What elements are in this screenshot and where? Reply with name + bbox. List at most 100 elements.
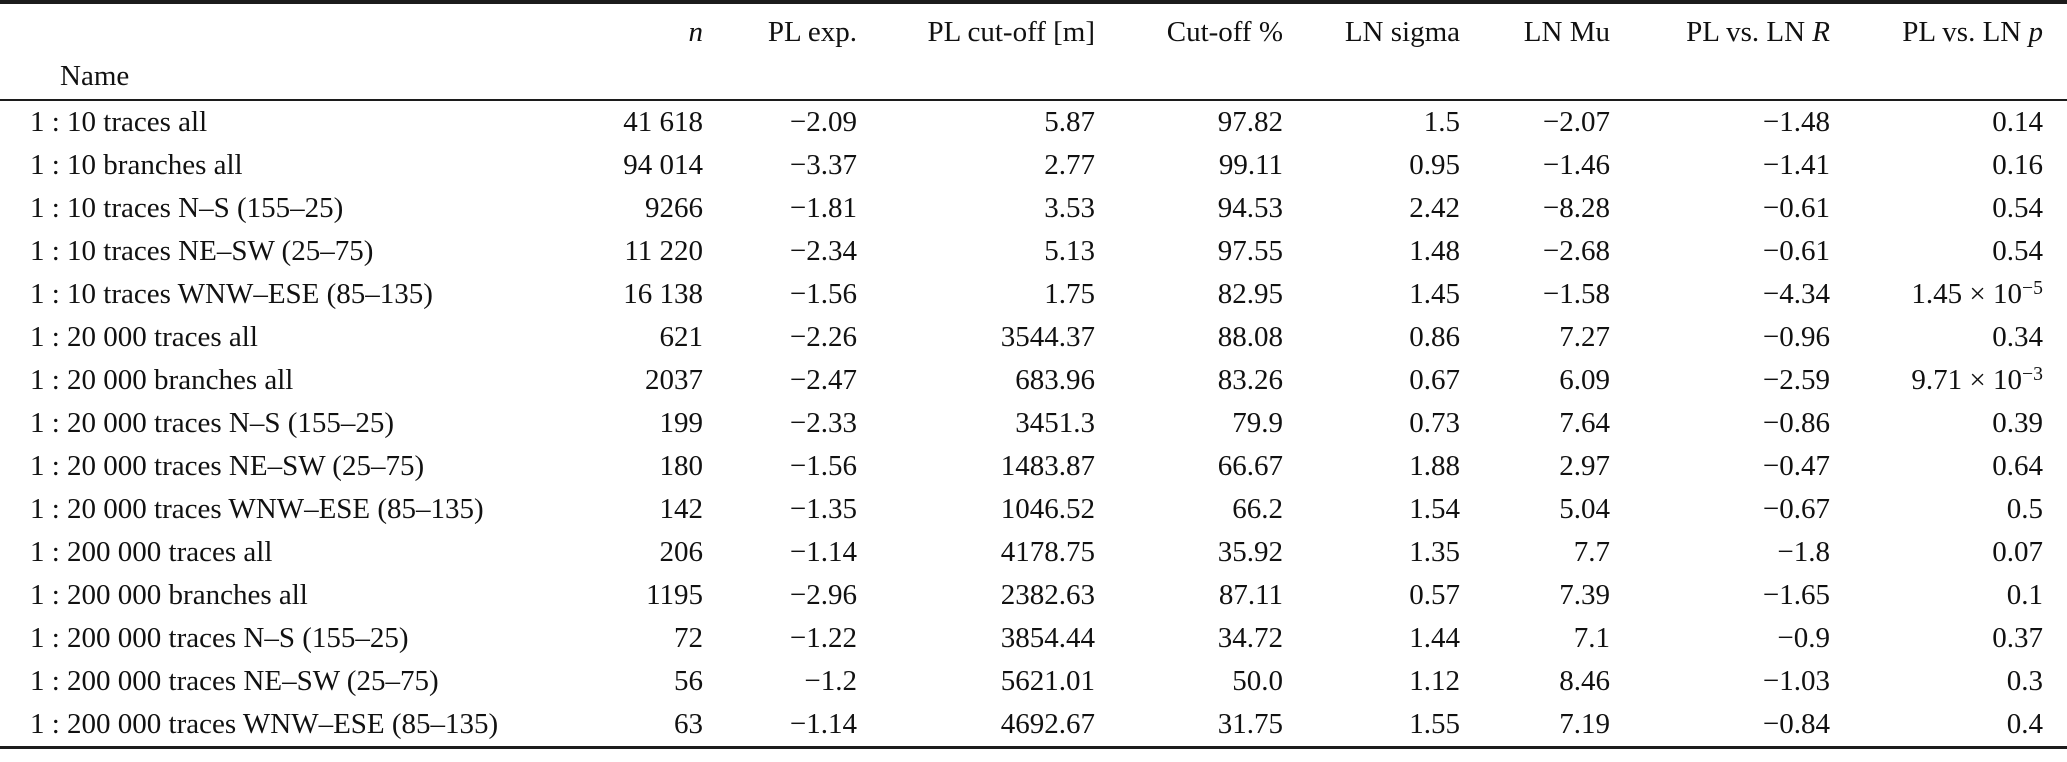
column-header-pl_vs_ln_p: PL vs. LN p: [1830, 10, 2043, 99]
column-header-label: PL exp.: [767, 16, 857, 48]
cell-pl_cutoff: 683.96: [1015, 364, 1095, 396]
cell-pl_vs_ln_r: −1.48: [1762, 106, 1830, 138]
cell-ln_mu: 7.7: [1573, 536, 1610, 568]
cell-ln_sigma: 1.54: [1409, 493, 1460, 525]
cell-n: 1195: [646, 579, 703, 611]
cell-n: 142: [659, 493, 704, 525]
cell-ln_mu: 5.04: [1559, 493, 1610, 525]
cell-ln_mu: −2.07: [1542, 106, 1610, 138]
cell-name: 1 : 20 000 traces N–S (155–25): [30, 407, 395, 439]
column-header-n: n: [540, 10, 704, 99]
cell-pl_vs_ln_p: 0.34: [1992, 321, 2043, 353]
cell-pl_exp: −2.26: [789, 321, 857, 353]
cell-cutoff_pct: 88.08: [1217, 321, 1283, 353]
cell-pl_vs_ln_p: 0.4: [2006, 708, 2043, 740]
cell-ln_mu: 2.97: [1559, 450, 1610, 482]
cell-ln_sigma: 0.67: [1409, 364, 1460, 396]
cell-ln_sigma: 2.42: [1409, 192, 1460, 224]
cell-pl_vs_ln_r: −4.34: [1762, 278, 1830, 310]
cell-pl_vs_ln_r: −0.61: [1762, 235, 1830, 267]
cell-ln_mu: 7.39: [1559, 579, 1610, 611]
table-row: 1 : 20 000 traces NE–SW (25–75) 180 −1.56 1…: [0, 445, 2067, 488]
cell-pl_cutoff: 3544.37: [1000, 321, 1095, 353]
cell-pl_exp: −1.14: [789, 708, 857, 740]
cell-pl_cutoff: 4178.75: [1000, 536, 1095, 568]
table-row: 1 : 20 000 traces all 621 −2.26 3544.37 88.0…: [0, 316, 2067, 359]
cell-cutoff_pct: 66.67: [1217, 450, 1283, 482]
column-header-cutoff_pct: Cut-off %: [1095, 10, 1283, 99]
column-header-ln_mu: LN Mu: [1460, 10, 1610, 99]
cell-n: 206: [659, 536, 704, 568]
cell-pl_exp: −1.56: [789, 450, 857, 482]
table-row: 1 : 10 traces NE–SW (25–75) 11 220 −2.34 5.…: [0, 230, 2067, 273]
cell-name: 1 : 10 traces all: [30, 106, 208, 138]
cell-n: 9266: [645, 192, 703, 224]
cell-cutoff_pct: 82.95: [1217, 278, 1283, 310]
cell-ln_mu: 8.46: [1559, 665, 1610, 697]
cell-cutoff_pct: 34.72: [1217, 622, 1283, 654]
cell-pl_vs_ln_r: −0.86: [1762, 407, 1830, 439]
cell-pl_cutoff: 2382.63: [1000, 579, 1095, 611]
cell-pl_cutoff: 5.87: [1044, 106, 1095, 138]
cell-name: 1 : 200 000 traces all: [30, 536, 273, 568]
cell-name: 1 : 10 branches all: [30, 149, 243, 181]
cell-ln_mu: −1.58: [1542, 278, 1610, 310]
cell-name: 1 : 20 000 traces WNW–ESE (85–135): [30, 493, 484, 525]
cell-pl_cutoff: 5621.01: [1000, 665, 1095, 697]
cell-ln_sigma: 1.48: [1409, 235, 1460, 267]
cell-cutoff_pct: 97.55: [1217, 235, 1283, 267]
column-header-pl_vs_ln_r: PL vs. LN R: [1610, 10, 1830, 99]
cell-pl_cutoff: 3451.3: [1015, 407, 1095, 439]
table-row: 1 : 200 000 branches all 1195 −2.96 2382.63…: [0, 574, 2067, 617]
cell-n: 63: [674, 708, 703, 740]
column-header-label: Cut-off %: [1166, 16, 1283, 48]
cell-name: 1 : 200 000 traces N–S (155–25): [30, 622, 409, 654]
cell-pl_vs_ln_r: −0.67: [1762, 493, 1830, 525]
cell-pl_vs_ln_p: 9.71 × 10−3: [1911, 363, 2043, 396]
column-header-label: LN Mu: [1523, 16, 1610, 48]
cell-cutoff_pct: 79.9: [1232, 407, 1283, 439]
column-header-label: PL vs. LN: [1686, 16, 1813, 48]
cell-pl_vs_ln_r: −2.59: [1762, 364, 1830, 396]
cell-cutoff_pct: 83.26: [1217, 364, 1283, 396]
column-header-label-italic: p: [2028, 16, 2044, 48]
cell-ln_sigma: 0.86: [1409, 321, 1460, 353]
table-row: 1 : 200 000 traces N–S (155–25) 72 −1.22 38…: [0, 617, 2067, 660]
cell-n: 2037: [645, 364, 703, 396]
column-header-label: PL cut-off [m]: [927, 16, 1095, 48]
cell-pl_cutoff: 1046.52: [1000, 493, 1095, 525]
cell-cutoff_pct: 50.0: [1232, 665, 1283, 697]
cell-cutoff_pct: 97.82: [1217, 106, 1283, 138]
cell-ln_sigma: 1.12: [1409, 665, 1460, 697]
cell-cutoff_pct: 87.11: [1218, 579, 1283, 611]
cell-pl_cutoff: 1483.87: [1000, 450, 1095, 482]
cell-pl_vs_ln_r: −1.03: [1762, 665, 1830, 697]
cell-name: 1 : 10 traces N–S (155–25): [30, 192, 344, 224]
cell-pl_vs_ln_p: 0.5: [2006, 493, 2043, 525]
cell-cutoff_pct: 94.53: [1217, 192, 1283, 224]
cell-ln_sigma: 0.73: [1409, 407, 1460, 439]
cell-pl_vs_ln_r: −1.65: [1762, 579, 1830, 611]
cell-pl_vs_ln_p: 0.1: [2006, 579, 2043, 611]
cell-ln_sigma: 1.35: [1409, 536, 1460, 568]
cell-ln_sigma: 0.95: [1409, 149, 1460, 181]
cell-ln_sigma: 1.45: [1409, 278, 1460, 310]
table-row: 1 : 10 traces all 41 618 −2.09 5.87 97.82 1.5…: [0, 101, 2067, 144]
cell-cutoff_pct: 31.75: [1217, 708, 1283, 740]
cell-n: 72: [674, 622, 703, 654]
cell-ln_mu: 7.19: [1559, 708, 1610, 740]
column-header-label: PL vs. LN: [1902, 16, 2029, 48]
cell-name: 1 : 200 000 branches all: [30, 579, 308, 611]
cell-pl_exp: −2.96: [789, 579, 857, 611]
cell-pl_vs_ln_p: 0.16: [1992, 149, 2043, 181]
cell-ln_sigma: 0.57: [1409, 579, 1460, 611]
cell-pl_exp: −2.34: [789, 235, 857, 267]
column-header-label-italic: R: [1812, 16, 1830, 48]
cell-pl_vs_ln_r: −0.9: [1777, 622, 1830, 654]
cell-pl_vs_ln_p: 0.3: [2006, 665, 2043, 697]
cell-pl_vs_ln_r: −1.8: [1777, 536, 1830, 568]
cell-pl_cutoff: 1.75: [1044, 278, 1095, 310]
cell-n: 41 618: [623, 106, 703, 138]
